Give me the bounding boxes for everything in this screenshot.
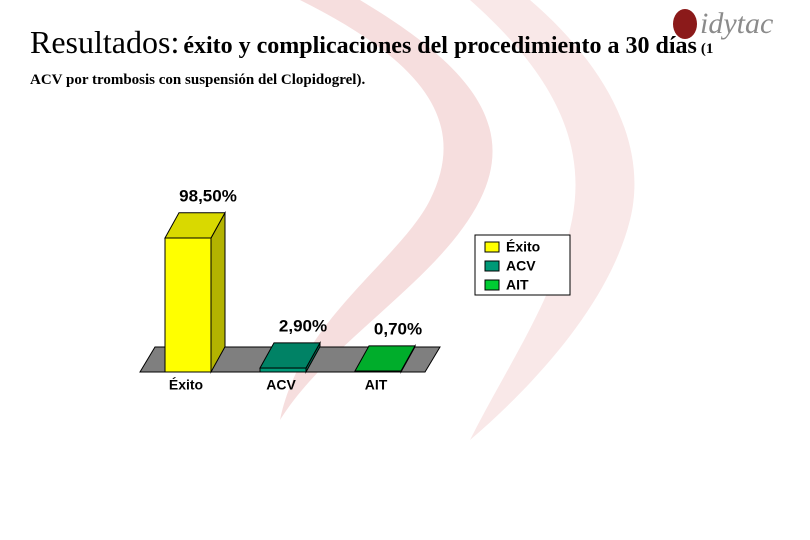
note: (1 ACV por trombosis con suspensión del … (30, 41, 714, 88)
x-tick-label: Éxito (169, 377, 203, 393)
logo-mark (673, 9, 697, 39)
heading: Resultados: (30, 24, 180, 60)
background-swoosh (280, 0, 493, 420)
bar (259, 367, 307, 373)
bar (354, 370, 402, 373)
data-label: 0,70% (374, 319, 422, 338)
legend-swatch (484, 241, 500, 253)
legend-label: AIT (506, 277, 529, 293)
bar (164, 237, 212, 373)
legend-swatch (484, 260, 500, 272)
logo: idytac (700, 7, 773, 40)
legend-swatch (484, 279, 500, 291)
data-label: 98,50% (179, 186, 237, 205)
subheading: éxito y complicaciones del procedimiento… (183, 33, 697, 59)
background-swoosh (470, 0, 635, 440)
data-label: 2,90% (279, 316, 327, 335)
bar-side (210, 210, 226, 374)
legend-label: ACV (506, 258, 536, 274)
legend-label: Éxito (506, 239, 540, 255)
title: Resultados: éxito y complicaciones del p… (30, 18, 730, 92)
x-tick-label: ACV (266, 377, 296, 393)
x-tick-label: AIT (365, 377, 388, 393)
